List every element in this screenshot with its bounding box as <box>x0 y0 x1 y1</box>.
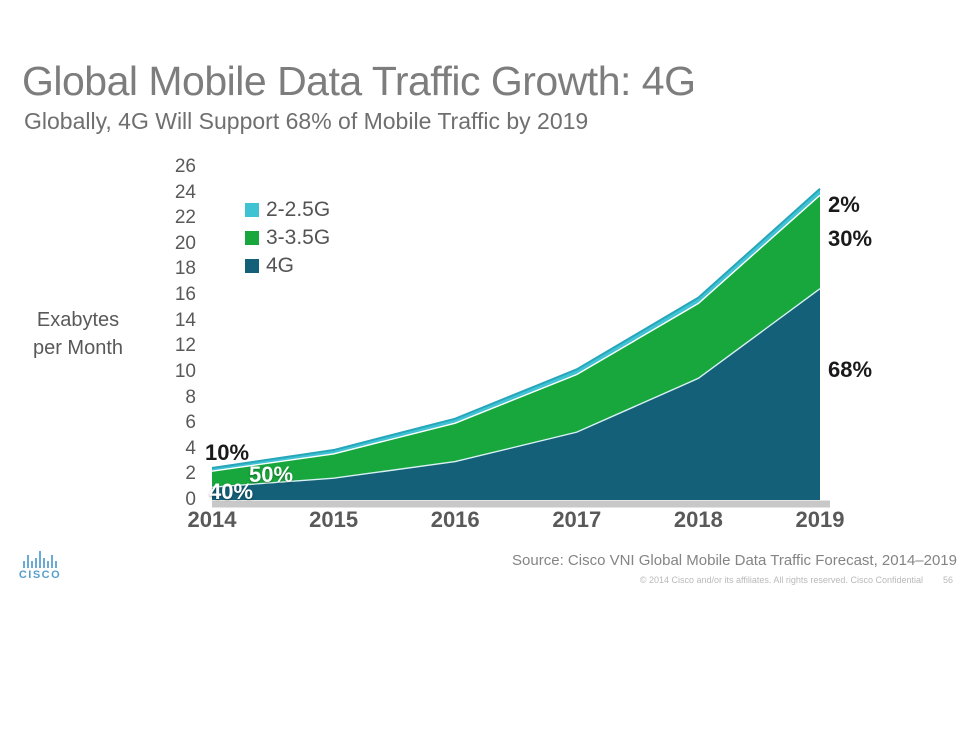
y-tick-26: 26 <box>174 156 196 177</box>
page-subtitle: Globally, 4G Will Support 68% of Mobile … <box>24 108 589 134</box>
y-axis-title: Exabytes per Month <box>8 306 148 362</box>
annotation-2019-4g: 68% <box>828 357 873 382</box>
cisco-bridge-icon <box>14 551 66 568</box>
chart-legend: 2-2.5G 3-3.5G 4G <box>245 196 330 280</box>
annotation-2014-2-2-5g: 10% <box>205 440 250 465</box>
footer: © 2014 Cisco and/or its affiliates. All … <box>640 575 953 585</box>
x-tick-2017: 2017 <box>552 507 602 532</box>
x-tick-2016: 2016 <box>430 507 480 532</box>
logo-bar <box>43 558 45 568</box>
y-tick-12: 12 <box>174 335 196 357</box>
y-tick-10: 10 <box>174 360 196 382</box>
area-4g <box>212 288 820 500</box>
boundary-line-0 <box>211 288 821 488</box>
y-tick-16: 16 <box>174 284 196 306</box>
logo-bar <box>35 558 37 568</box>
legend-swatch-icon <box>245 203 259 217</box>
annotation-2014-4g: 40% <box>209 479 254 504</box>
y-tick-0: 0 <box>185 489 196 510</box>
copyright-text: © 2014 Cisco and/or its affiliates. All … <box>639 575 923 585</box>
y-tick-20: 20 <box>174 232 196 254</box>
legend-item-2-2-5g: 2-2.5G <box>245 196 330 224</box>
cisco-logo-text: CISCO <box>18 569 62 581</box>
x-tick-2018: 2018 <box>673 507 723 532</box>
logo-bar <box>23 561 25 568</box>
y-tick-6: 6 <box>185 412 196 434</box>
logo-bar <box>27 555 29 568</box>
logo-bar <box>39 551 41 568</box>
x-tick-2019: 2019 <box>795 507 845 532</box>
y-tick-24: 24 <box>174 181 196 203</box>
legend-item-3-3-5g: 3-3.5G <box>245 224 330 252</box>
logo-bar <box>55 561 57 568</box>
annotation-2019-2-2-5g: 2% <box>828 192 860 217</box>
cisco-logo: CISCO <box>14 551 66 581</box>
y-axis-title-line-2: per Month <box>32 337 124 359</box>
legend-label: 4G <box>266 254 295 277</box>
logo-bar <box>31 561 33 568</box>
y-tick-4: 4 <box>185 437 196 459</box>
y-axis-title-line-1: Exabytes <box>36 309 120 331</box>
legend-swatch-icon <box>245 259 259 273</box>
source-note: Source: Cisco VNI Global Mobile Data Tra… <box>512 552 957 569</box>
legend-item-4g: 4G <box>245 252 330 280</box>
x-tick-2014: 2014 <box>187 507 237 532</box>
y-tick-14: 14 <box>174 309 196 331</box>
annotation-2014-3-3-5g: 50% <box>249 462 294 487</box>
y-tick-8: 8 <box>185 386 196 408</box>
y-tick-18: 18 <box>174 258 196 280</box>
y-tick-22: 22 <box>174 207 196 229</box>
legend-swatch-icon <box>245 231 259 245</box>
annotation-2019-3-3-5g: 30% <box>828 226 873 251</box>
page-title: Global Mobile Data Traffic Growth: 4G <box>22 58 696 104</box>
y-tick-2: 2 <box>185 463 196 485</box>
page-number: 56 <box>942 575 953 585</box>
logo-bar <box>47 561 49 568</box>
legend-label: 2-2.5G <box>266 198 331 221</box>
legend-label: 3-3.5G <box>266 226 331 249</box>
logo-bar <box>51 555 53 568</box>
x-tick-2015: 2015 <box>309 507 359 532</box>
